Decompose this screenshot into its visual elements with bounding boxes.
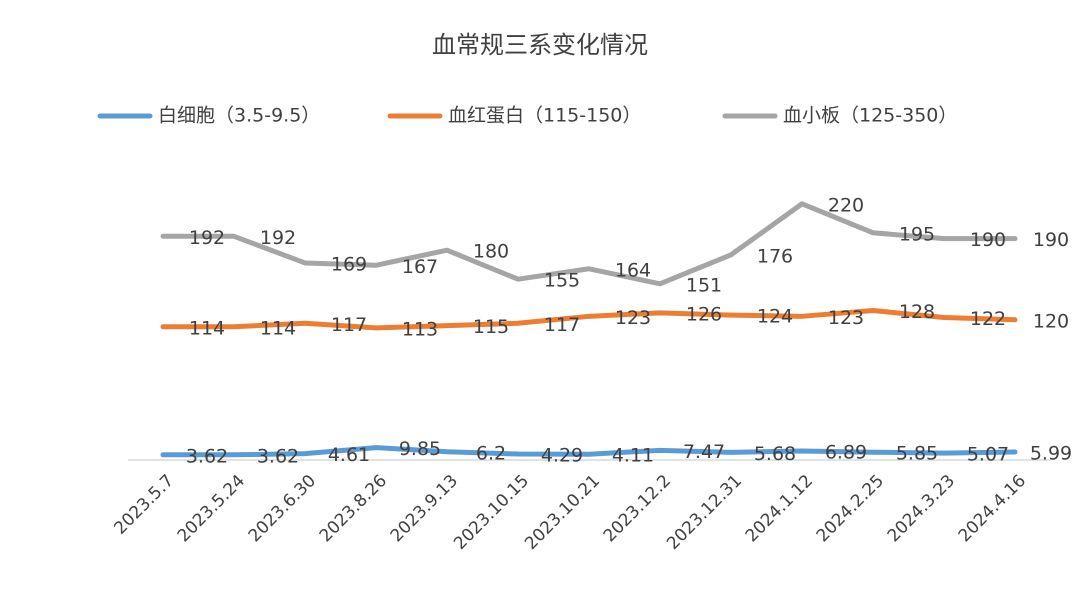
data-label: 128 xyxy=(899,301,935,323)
data-label: 176 xyxy=(757,245,793,267)
data-label: 117 xyxy=(331,314,367,336)
data-label: 4.29 xyxy=(541,445,583,467)
data-label: 180 xyxy=(473,241,509,263)
data-label: 9.85 xyxy=(399,438,441,460)
data-label: 190 xyxy=(1033,229,1069,251)
data-label: 192 xyxy=(260,227,296,249)
data-label: 192 xyxy=(189,227,225,249)
legend-label: 血红蛋白（115-150） xyxy=(448,105,641,127)
data-label: 4.11 xyxy=(612,445,654,467)
data-label: 164 xyxy=(615,259,651,281)
data-label: 113 xyxy=(402,318,438,340)
data-label: 151 xyxy=(686,274,722,296)
chart-title: 血常规三系变化情况 xyxy=(432,31,648,59)
data-label: 6.89 xyxy=(825,442,867,464)
data-label: 6.2 xyxy=(476,442,506,464)
data-label: 190 xyxy=(970,229,1006,251)
data-label: 5.07 xyxy=(967,444,1009,466)
legend-label: 血小板（125-350） xyxy=(783,105,957,127)
data-label: 5.68 xyxy=(754,443,796,465)
data-label: 3.62 xyxy=(186,445,228,467)
data-label: 115 xyxy=(473,316,509,338)
data-label: 155 xyxy=(544,270,580,292)
data-label: 120 xyxy=(1033,310,1069,332)
data-label: 114 xyxy=(189,317,225,339)
data-label: 122 xyxy=(970,308,1006,330)
data-label: 3.62 xyxy=(257,445,299,467)
data-label: 124 xyxy=(757,306,793,328)
data-label: 126 xyxy=(686,303,722,325)
data-label: 7.47 xyxy=(683,441,725,463)
data-label: 195 xyxy=(899,223,935,245)
line xyxy=(160,445,1018,458)
data-label: 123 xyxy=(615,307,651,329)
line xyxy=(160,201,1018,287)
data-label: 117 xyxy=(544,314,580,336)
legend-label: 白细胞（3.5-9.5） xyxy=(158,105,320,127)
data-label: 5.99 xyxy=(1030,443,1072,465)
line xyxy=(160,308,1018,331)
data-label: 169 xyxy=(331,253,367,275)
data-label: 167 xyxy=(402,256,438,278)
data-label: 123 xyxy=(828,307,864,329)
data-label: 4.61 xyxy=(328,444,370,466)
data-label: 220 xyxy=(828,194,864,216)
data-label: 5.85 xyxy=(896,443,938,465)
data-label: 114 xyxy=(260,317,296,339)
